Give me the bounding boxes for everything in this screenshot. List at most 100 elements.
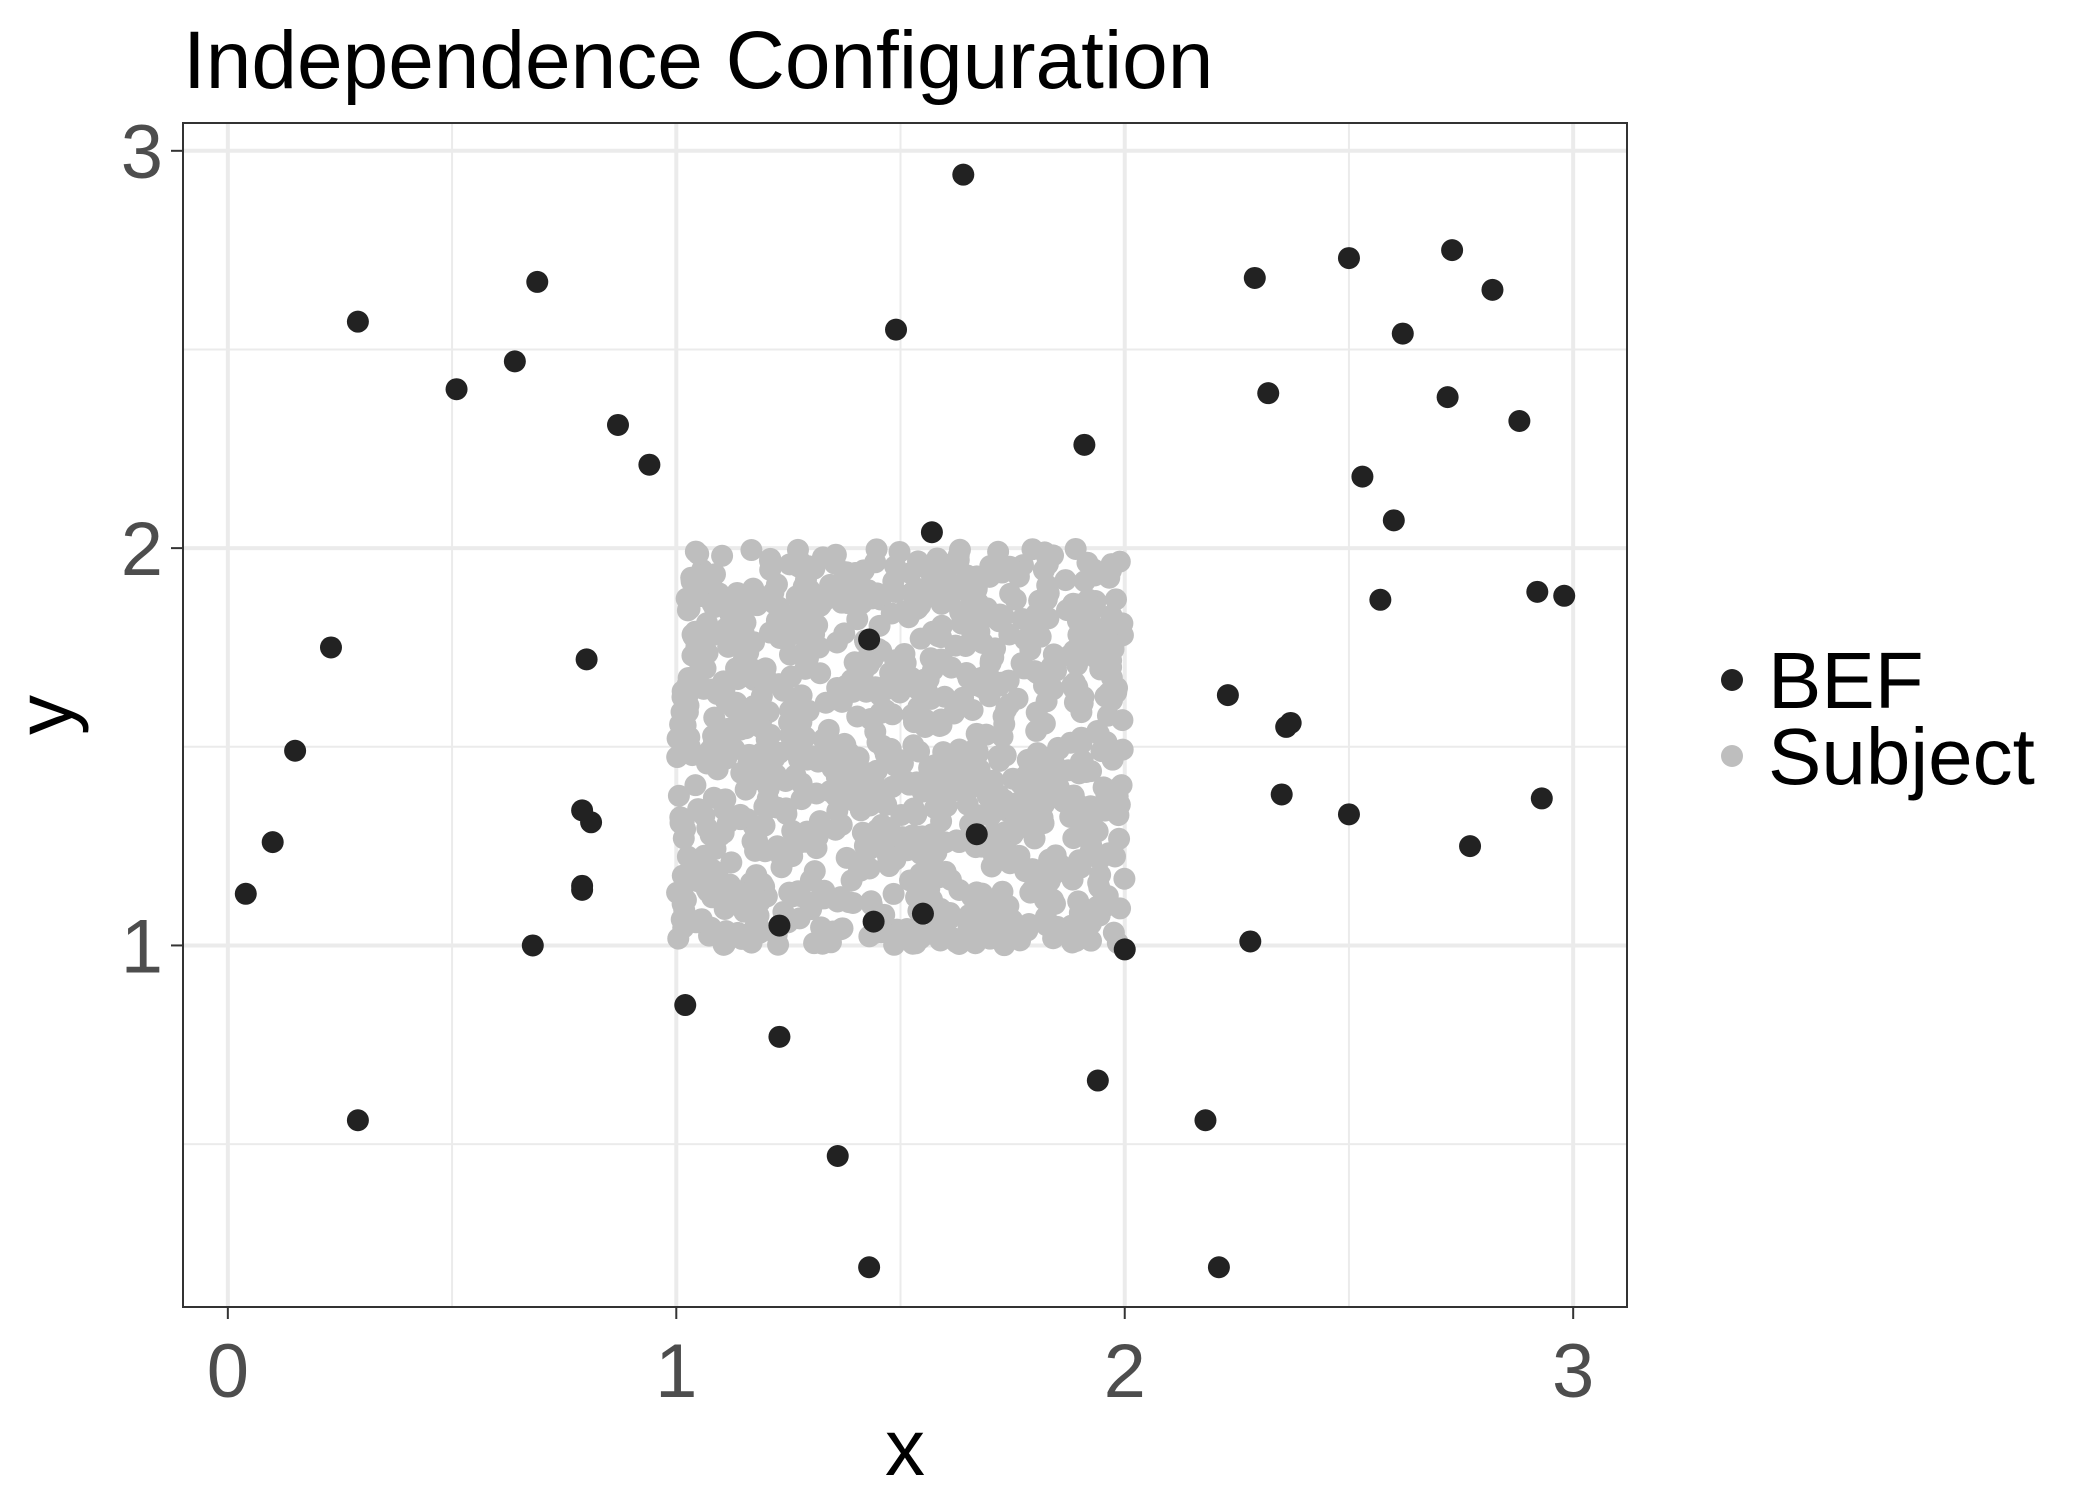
y-axis: 1 2 3 [121, 110, 183, 989]
bef-point [1337, 247, 1360, 270]
bef-point [575, 648, 598, 671]
subject-point [956, 754, 979, 777]
subject-point [667, 784, 690, 807]
subject-point [801, 627, 824, 650]
subject-point [983, 847, 1006, 870]
bef-point [1243, 266, 1266, 289]
subject-point [759, 771, 782, 794]
bef-point [571, 878, 594, 901]
subject-point [666, 881, 689, 904]
subject-point [790, 711, 813, 734]
y-tick-label: 1 [121, 904, 163, 989]
subject-point [894, 770, 917, 793]
subject-point [796, 829, 819, 852]
subject-point [961, 699, 984, 722]
bef-point [862, 910, 885, 933]
subject-point [762, 581, 785, 604]
subject-point [948, 831, 971, 854]
subject-point [695, 752, 718, 775]
subject-point [830, 813, 853, 836]
subject-point [675, 587, 698, 610]
subject-point [975, 723, 998, 746]
subject-point [1010, 772, 1033, 795]
bef-point [503, 350, 526, 373]
subject-point [1031, 806, 1054, 829]
subject-point [1063, 671, 1086, 694]
bef-point [1086, 1069, 1109, 1092]
subject-point [1003, 801, 1026, 824]
subject-point [950, 612, 973, 635]
subject-point [979, 652, 1002, 675]
subject-point [956, 564, 979, 587]
subject-point [740, 539, 763, 562]
bef-point [319, 636, 342, 659]
subject-point [909, 627, 932, 650]
bef-point [346, 1109, 369, 1132]
bef-point [234, 882, 257, 905]
subject-point [800, 745, 823, 768]
subject-point [846, 608, 869, 631]
subject-point [799, 897, 822, 920]
subject-point [713, 798, 736, 821]
subject-point [908, 740, 931, 763]
subject-point [825, 631, 848, 654]
subject-point [694, 657, 717, 680]
subject-point [765, 609, 788, 632]
subject-point [1111, 709, 1134, 732]
x-tick-label: 3 [1552, 1329, 1594, 1414]
subject-point [957, 667, 980, 690]
subject-point [1066, 918, 1089, 941]
subject-point [1092, 795, 1115, 818]
subject-point [994, 744, 1017, 767]
subject-point [923, 754, 946, 777]
subject-point [766, 796, 789, 819]
subject-point [890, 803, 913, 826]
subject-point [1082, 558, 1105, 581]
bef-point [1239, 930, 1262, 953]
subject-point [1103, 845, 1126, 868]
subject-point [1069, 856, 1092, 879]
subject-point [722, 697, 745, 720]
subject-point [829, 918, 852, 941]
subject-point [964, 892, 987, 915]
bef-point [858, 628, 881, 651]
bef-point [768, 914, 791, 937]
subject-point [711, 544, 734, 567]
subject-point [839, 590, 862, 613]
subject-point [673, 734, 696, 757]
x-tick-label: 2 [1104, 1329, 1146, 1414]
subject-point [928, 866, 951, 889]
bef-point [965, 823, 988, 846]
bef-point [1257, 382, 1280, 405]
subject-point [696, 817, 719, 840]
subject-point [753, 814, 776, 837]
subject-point [835, 561, 858, 584]
subject-point [673, 899, 696, 922]
subject-point [719, 620, 742, 643]
bef-point [261, 831, 284, 854]
subject-point [1080, 834, 1103, 857]
subject-point [1011, 607, 1034, 630]
bef-point [768, 1025, 791, 1048]
subject-point [891, 752, 914, 775]
subject-point [938, 908, 961, 931]
bef-point [911, 902, 934, 925]
subject-point [860, 893, 883, 916]
subject-point [1066, 653, 1089, 676]
bef-point [638, 453, 661, 476]
bef-point [858, 1256, 881, 1279]
subject-point [865, 538, 888, 561]
subject-point [849, 759, 872, 782]
subject-point [759, 558, 782, 581]
subject-point [741, 830, 764, 853]
subject-point [1035, 914, 1058, 937]
subject-point [684, 774, 707, 797]
subject-point [748, 890, 771, 913]
y-tick-label: 2 [121, 507, 163, 592]
subject-point [1108, 827, 1131, 850]
y-axis-title: y [0, 695, 89, 735]
bef-point [1337, 803, 1360, 826]
subject-point [792, 558, 815, 581]
bef-point [1481, 278, 1504, 301]
